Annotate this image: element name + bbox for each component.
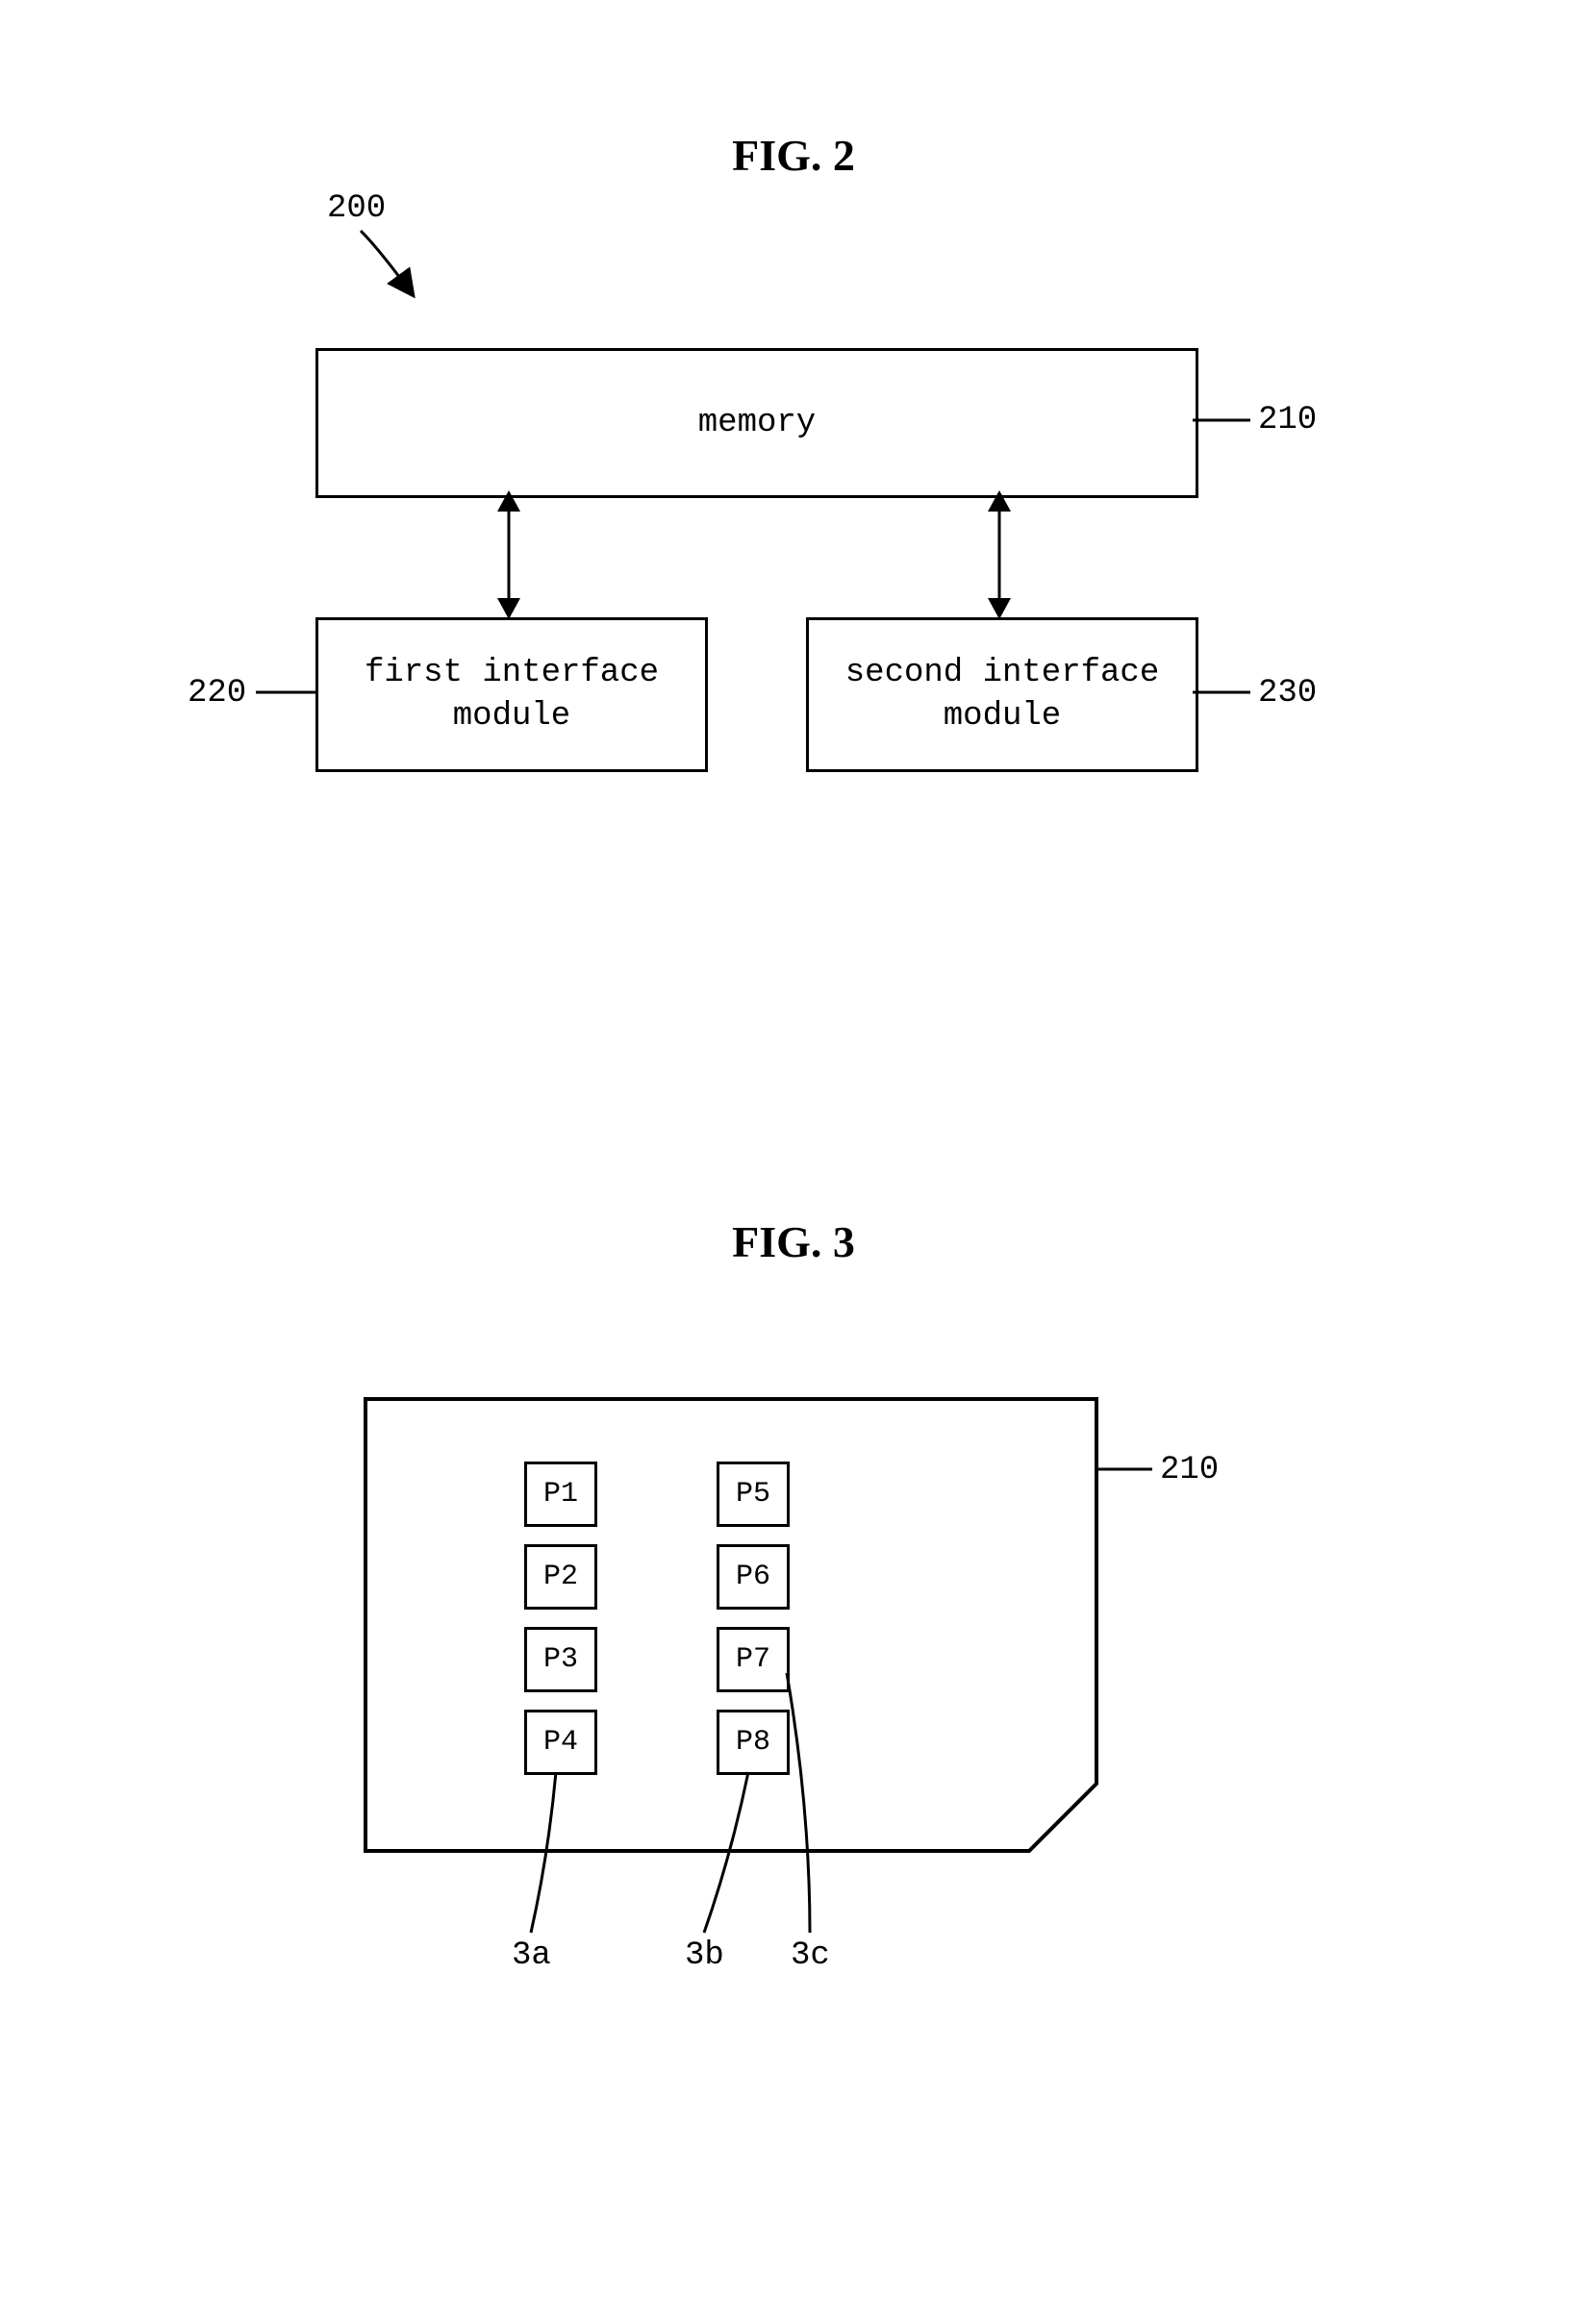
leader-3c (0, 0, 1587, 2115)
ref-3c: 3c (791, 1937, 830, 1974)
